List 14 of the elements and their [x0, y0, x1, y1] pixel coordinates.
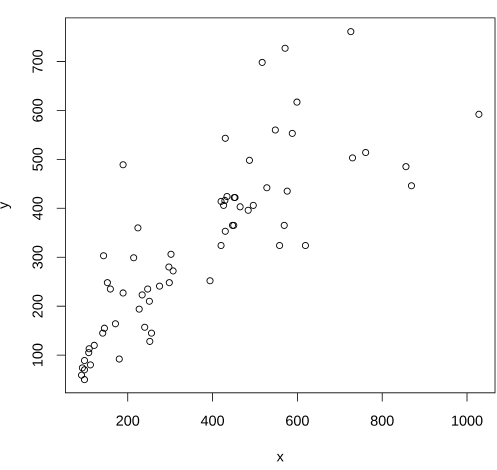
x-axis-title: x: [276, 454, 284, 462]
y-tick-label: 300: [32, 246, 43, 269]
y-tick-label: 400: [32, 196, 43, 220]
y-tick-label: 200: [32, 294, 43, 318]
y-tick-label: 500: [32, 148, 43, 171]
y-tick-label: 600: [32, 98, 43, 122]
y-tick-label: 700: [32, 50, 43, 73]
x-tick-label: 600: [286, 415, 309, 426]
x-tick-label: 800: [370, 415, 394, 426]
y-axis-title: y: [0, 202, 12, 209]
y-tick-label: 100: [32, 343, 43, 366]
x-tick-label: 1000: [452, 415, 482, 426]
x-tick-label: 200: [116, 415, 140, 426]
x-tick-label: 400: [200, 415, 224, 426]
